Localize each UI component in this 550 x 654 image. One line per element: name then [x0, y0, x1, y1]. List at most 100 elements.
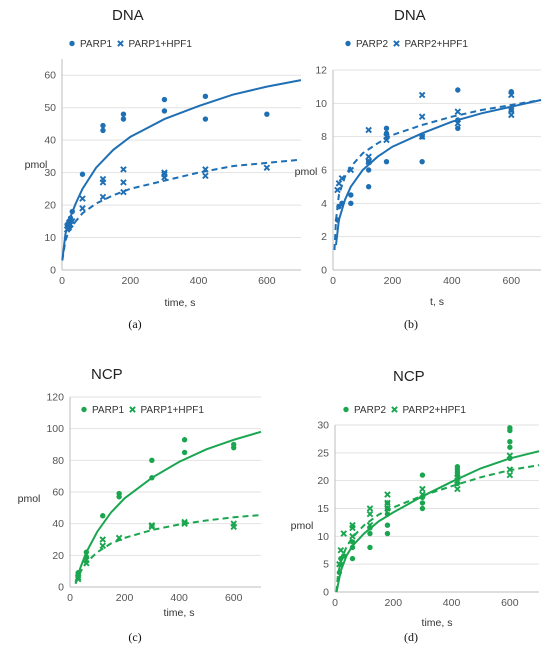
panel-label: (c) — [128, 630, 141, 644]
data-point — [149, 457, 155, 464]
data-point — [79, 205, 86, 212]
data-point — [454, 474, 461, 482]
data-point — [349, 539, 356, 545]
data-point — [99, 175, 107, 183]
data-point — [74, 574, 82, 581]
y-tick-label: 0 — [58, 582, 64, 594]
x-tick-label: 400 — [190, 275, 208, 287]
legend-marker — [129, 406, 136, 413]
chart-title: DNA — [394, 7, 426, 24]
data-point — [148, 523, 156, 531]
data-point — [115, 534, 123, 542]
x-tick-label: 0 — [330, 275, 336, 287]
y-axis-label: pmol — [291, 520, 314, 532]
legend-marker — [393, 40, 400, 47]
data-point — [366, 510, 374, 518]
data-point — [339, 200, 345, 207]
data-point — [508, 111, 515, 119]
data-point — [349, 544, 356, 551]
data-point — [347, 166, 355, 174]
data-point — [506, 466, 514, 473]
data-point — [366, 521, 374, 529]
chart-panel-2: 0 2 4 6 8 10 12 0 200 400 600 DNA pmol t, s (b) PARP2 PA… — [295, 7, 542, 331]
x-tick-label: 400 — [170, 592, 188, 604]
x-tick-label: 200 — [116, 592, 134, 604]
data-point — [148, 521, 156, 529]
data-point — [149, 475, 155, 481]
data-point — [120, 111, 127, 117]
data-point — [348, 200, 354, 207]
data-point — [99, 193, 107, 201]
legend-marker — [117, 40, 124, 47]
data-point — [419, 158, 425, 165]
legend-marker — [81, 406, 87, 413]
data-point — [454, 485, 461, 493]
data-point — [508, 91, 515, 99]
data-point — [202, 93, 209, 100]
x-tick-label: 200 — [384, 275, 402, 287]
y-tick-label: 8 — [321, 131, 327, 143]
panel-label: (b) — [404, 317, 418, 331]
data-point — [231, 441, 237, 448]
y-tick-label: 20 — [52, 550, 64, 562]
data-point — [455, 87, 461, 93]
x-tick-label: 600 — [501, 597, 519, 609]
x-axis-label: time, s — [164, 607, 195, 619]
y-tick-label: 0 — [323, 587, 329, 599]
x-axis-label: time, s — [422, 617, 453, 629]
y-tick-label: 25 — [317, 447, 329, 459]
data-point — [100, 513, 106, 519]
y-tick-label: 30 — [317, 420, 329, 432]
data-point — [383, 133, 390, 140]
chart-title: DNA — [112, 7, 144, 24]
data-point — [383, 125, 390, 132]
panel-label: (d) — [404, 630, 418, 644]
chart-title: NCP — [91, 366, 123, 383]
data-point — [338, 175, 346, 182]
y-tick-label: 120 — [46, 392, 64, 404]
plot-area — [62, 59, 301, 270]
panel-label: (a) — [128, 317, 141, 331]
data-point — [79, 171, 86, 177]
legend-marker — [69, 40, 75, 47]
data-point — [181, 437, 188, 443]
data-point — [335, 180, 343, 187]
data-point — [367, 544, 373, 551]
data-point — [120, 166, 127, 173]
y-tick-label: 30 — [44, 167, 56, 179]
y-tick-label: 50 — [44, 102, 56, 114]
legend-entry: PARP2 — [354, 405, 386, 416]
data-point — [65, 224, 73, 232]
data-point — [181, 518, 188, 526]
data-point — [419, 500, 426, 506]
y-axis-label: pmol — [295, 166, 318, 178]
data-point — [83, 556, 90, 564]
data-point — [507, 444, 513, 450]
data-point — [507, 439, 513, 445]
data-point — [454, 108, 462, 115]
y-tick-label: 60 — [52, 487, 64, 499]
legend-entry: PARP1+HPF1 — [141, 405, 205, 416]
data-point — [506, 471, 514, 479]
x-tick-label: 0 — [332, 597, 338, 609]
data-point — [384, 530, 391, 537]
data-point — [99, 536, 107, 543]
x-tick-label: 400 — [443, 597, 461, 609]
data-point — [120, 179, 127, 186]
data-point — [181, 449, 188, 456]
data-point — [181, 520, 188, 527]
data-point — [384, 522, 391, 528]
y-tick-label: 0 — [50, 265, 56, 277]
data-point — [366, 505, 374, 512]
y-axis-label: pmol — [25, 159, 48, 171]
legend-entry: PARP1+HPF1 — [129, 39, 193, 50]
data-point — [120, 188, 127, 196]
legend-marker — [343, 406, 349, 413]
data-point — [161, 169, 168, 176]
data-point — [341, 553, 347, 559]
data-point — [74, 575, 82, 583]
y-tick-label: 6 — [321, 165, 327, 177]
y-tick-label: 80 — [52, 455, 64, 467]
data-point — [419, 485, 426, 493]
